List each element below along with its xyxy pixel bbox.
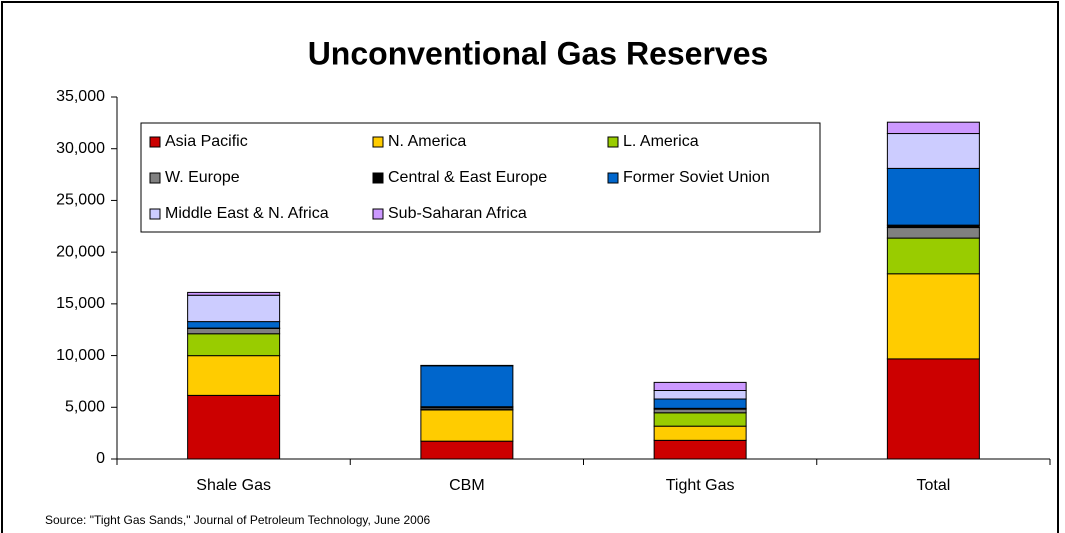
bar-segment: [886, 273, 980, 360]
x-tick-label: Shale Gas: [196, 477, 271, 494]
bar-segment: [653, 381, 747, 391]
bar-segment: [886, 167, 980, 226]
bar-segment: [187, 321, 281, 329]
y-tick-label: 30,000: [56, 140, 105, 157]
bar-segment: [420, 365, 514, 408]
bar-segment: [187, 327, 281, 335]
legend-swatch: [607, 172, 619, 184]
bar-segment: [420, 409, 514, 442]
bar-segment: [653, 439, 747, 460]
legend-label: Central & East Europe: [388, 169, 547, 186]
bar-segment: [653, 408, 747, 414]
bar-segment: [187, 355, 281, 396]
legend-swatch: [372, 208, 384, 220]
bar-segment: [653, 412, 747, 427]
legend-label: L. America: [623, 133, 699, 150]
y-tick-label: 0: [96, 450, 105, 467]
legend-swatch: [149, 172, 161, 184]
legend-swatch: [149, 208, 161, 220]
bar-segment: [187, 291, 281, 296]
legend-label: Sub-Saharan Africa: [388, 205, 527, 222]
y-tick-label: 5,000: [65, 399, 105, 416]
legend-label: Asia Pacific: [165, 133, 248, 150]
legend-swatch: [607, 136, 619, 148]
y-tick-label: 25,000: [56, 192, 105, 209]
legend-label: W. Europe: [165, 169, 240, 186]
bar-segment: [886, 133, 980, 169]
legend-label: N. America: [388, 133, 466, 150]
chart-title: Unconventional Gas Reserves: [308, 35, 769, 71]
x-tick-label: CBM: [449, 477, 485, 494]
bar-segment: [653, 425, 747, 441]
source-note: Source: "Tight Gas Sands," Journal of Pe…: [45, 513, 431, 527]
legend-swatch: [372, 172, 384, 184]
bar-segment: [886, 227, 980, 239]
bar-segment: [653, 389, 747, 400]
bar-segment: [886, 121, 980, 135]
legend-box: [140, 122, 821, 233]
bar-segment: [187, 394, 281, 460]
bar-segment: [187, 294, 281, 323]
legend-swatch: [372, 136, 384, 148]
bar-segment: [187, 333, 281, 357]
legend-label: Middle East & N. Africa: [165, 205, 329, 222]
bar-segment: [420, 440, 514, 460]
y-tick-label: 10,000: [56, 347, 105, 364]
bar-segment: [886, 237, 980, 275]
legend-label: Former Soviet Union: [623, 169, 770, 186]
bar-segment: [886, 358, 980, 460]
y-tick-label: 35,000: [56, 88, 105, 105]
legend-swatch: [149, 136, 161, 148]
x-tick-label: Tight Gas: [666, 477, 735, 494]
y-tick-label: 15,000: [56, 295, 105, 312]
bar-segment: [653, 398, 747, 409]
y-tick-label: 20,000: [56, 243, 105, 260]
x-tick-label: Total: [916, 477, 950, 494]
